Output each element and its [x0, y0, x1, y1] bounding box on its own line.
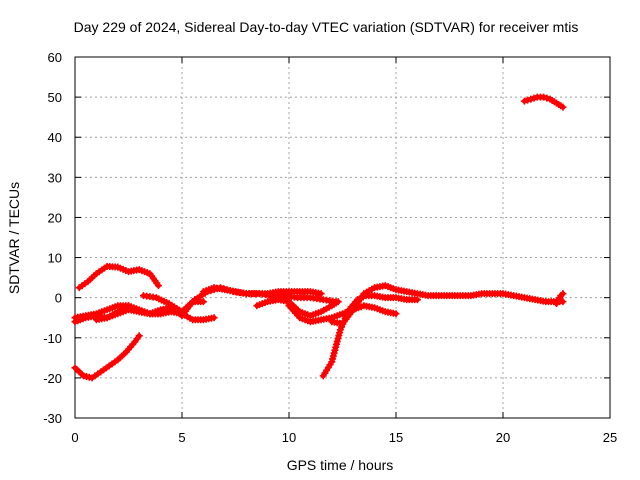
data-point	[317, 290, 325, 298]
data-point	[413, 296, 421, 304]
data-point	[135, 332, 143, 340]
grid-lines	[75, 57, 610, 418]
series-arc-2	[71, 332, 143, 382]
series-arc-1	[75, 262, 162, 292]
data-series	[71, 93, 567, 382]
x-tick-label: 20	[496, 430, 510, 445]
data-point	[520, 97, 528, 105]
data-point	[527, 95, 535, 103]
y-tick-label: 50	[48, 90, 62, 105]
axis-ticks: 0 5 10 15 20 25 -30 -20 -10 0 10 20 30 40 50 60	[43, 50, 617, 445]
y-tick-label: 10	[48, 251, 62, 266]
series-arc-7	[199, 284, 325, 298]
series-arc-9	[285, 302, 400, 326]
x-tick-label: 15	[389, 430, 403, 445]
series-arc-11	[328, 282, 567, 328]
y-tick-label: -20	[43, 371, 62, 386]
series-arc-12	[553, 290, 567, 308]
y-tick-label: 20	[48, 210, 62, 225]
y-axis-label: SDTVAR / TECUs	[6, 182, 22, 294]
data-point	[392, 310, 400, 318]
data-point	[530, 94, 538, 102]
chart-title: Day 229 of 2024, Sidereal Day-to-day VTE…	[74, 19, 579, 35]
data-point	[559, 290, 567, 298]
y-tick-label: -30	[43, 411, 62, 426]
x-tick-label: 5	[178, 430, 185, 445]
x-tick-label: 25	[603, 430, 617, 445]
y-tick-label: 30	[48, 170, 62, 185]
data-point	[210, 314, 218, 322]
data-point	[543, 94, 551, 102]
data-point	[540, 93, 548, 101]
series-arc-8	[253, 296, 342, 320]
y-tick-label: 40	[48, 130, 62, 145]
data-point	[154, 282, 162, 290]
x-axis-label: GPS time / hours	[287, 457, 394, 473]
x-tick-label: 10	[282, 430, 296, 445]
series-arc-13	[520, 93, 567, 111]
y-tick-label: 60	[48, 50, 62, 65]
x-tick-label: 0	[71, 430, 78, 445]
series-trace	[72, 333, 142, 381]
data-point	[199, 298, 207, 306]
y-tick-label: 0	[55, 291, 62, 306]
data-point	[334, 298, 342, 306]
data-point	[559, 103, 567, 111]
data-point	[524, 96, 532, 104]
plot-frame	[74, 56, 611, 419]
y-tick-label: -10	[43, 331, 62, 346]
series-arc-10	[319, 292, 421, 380]
